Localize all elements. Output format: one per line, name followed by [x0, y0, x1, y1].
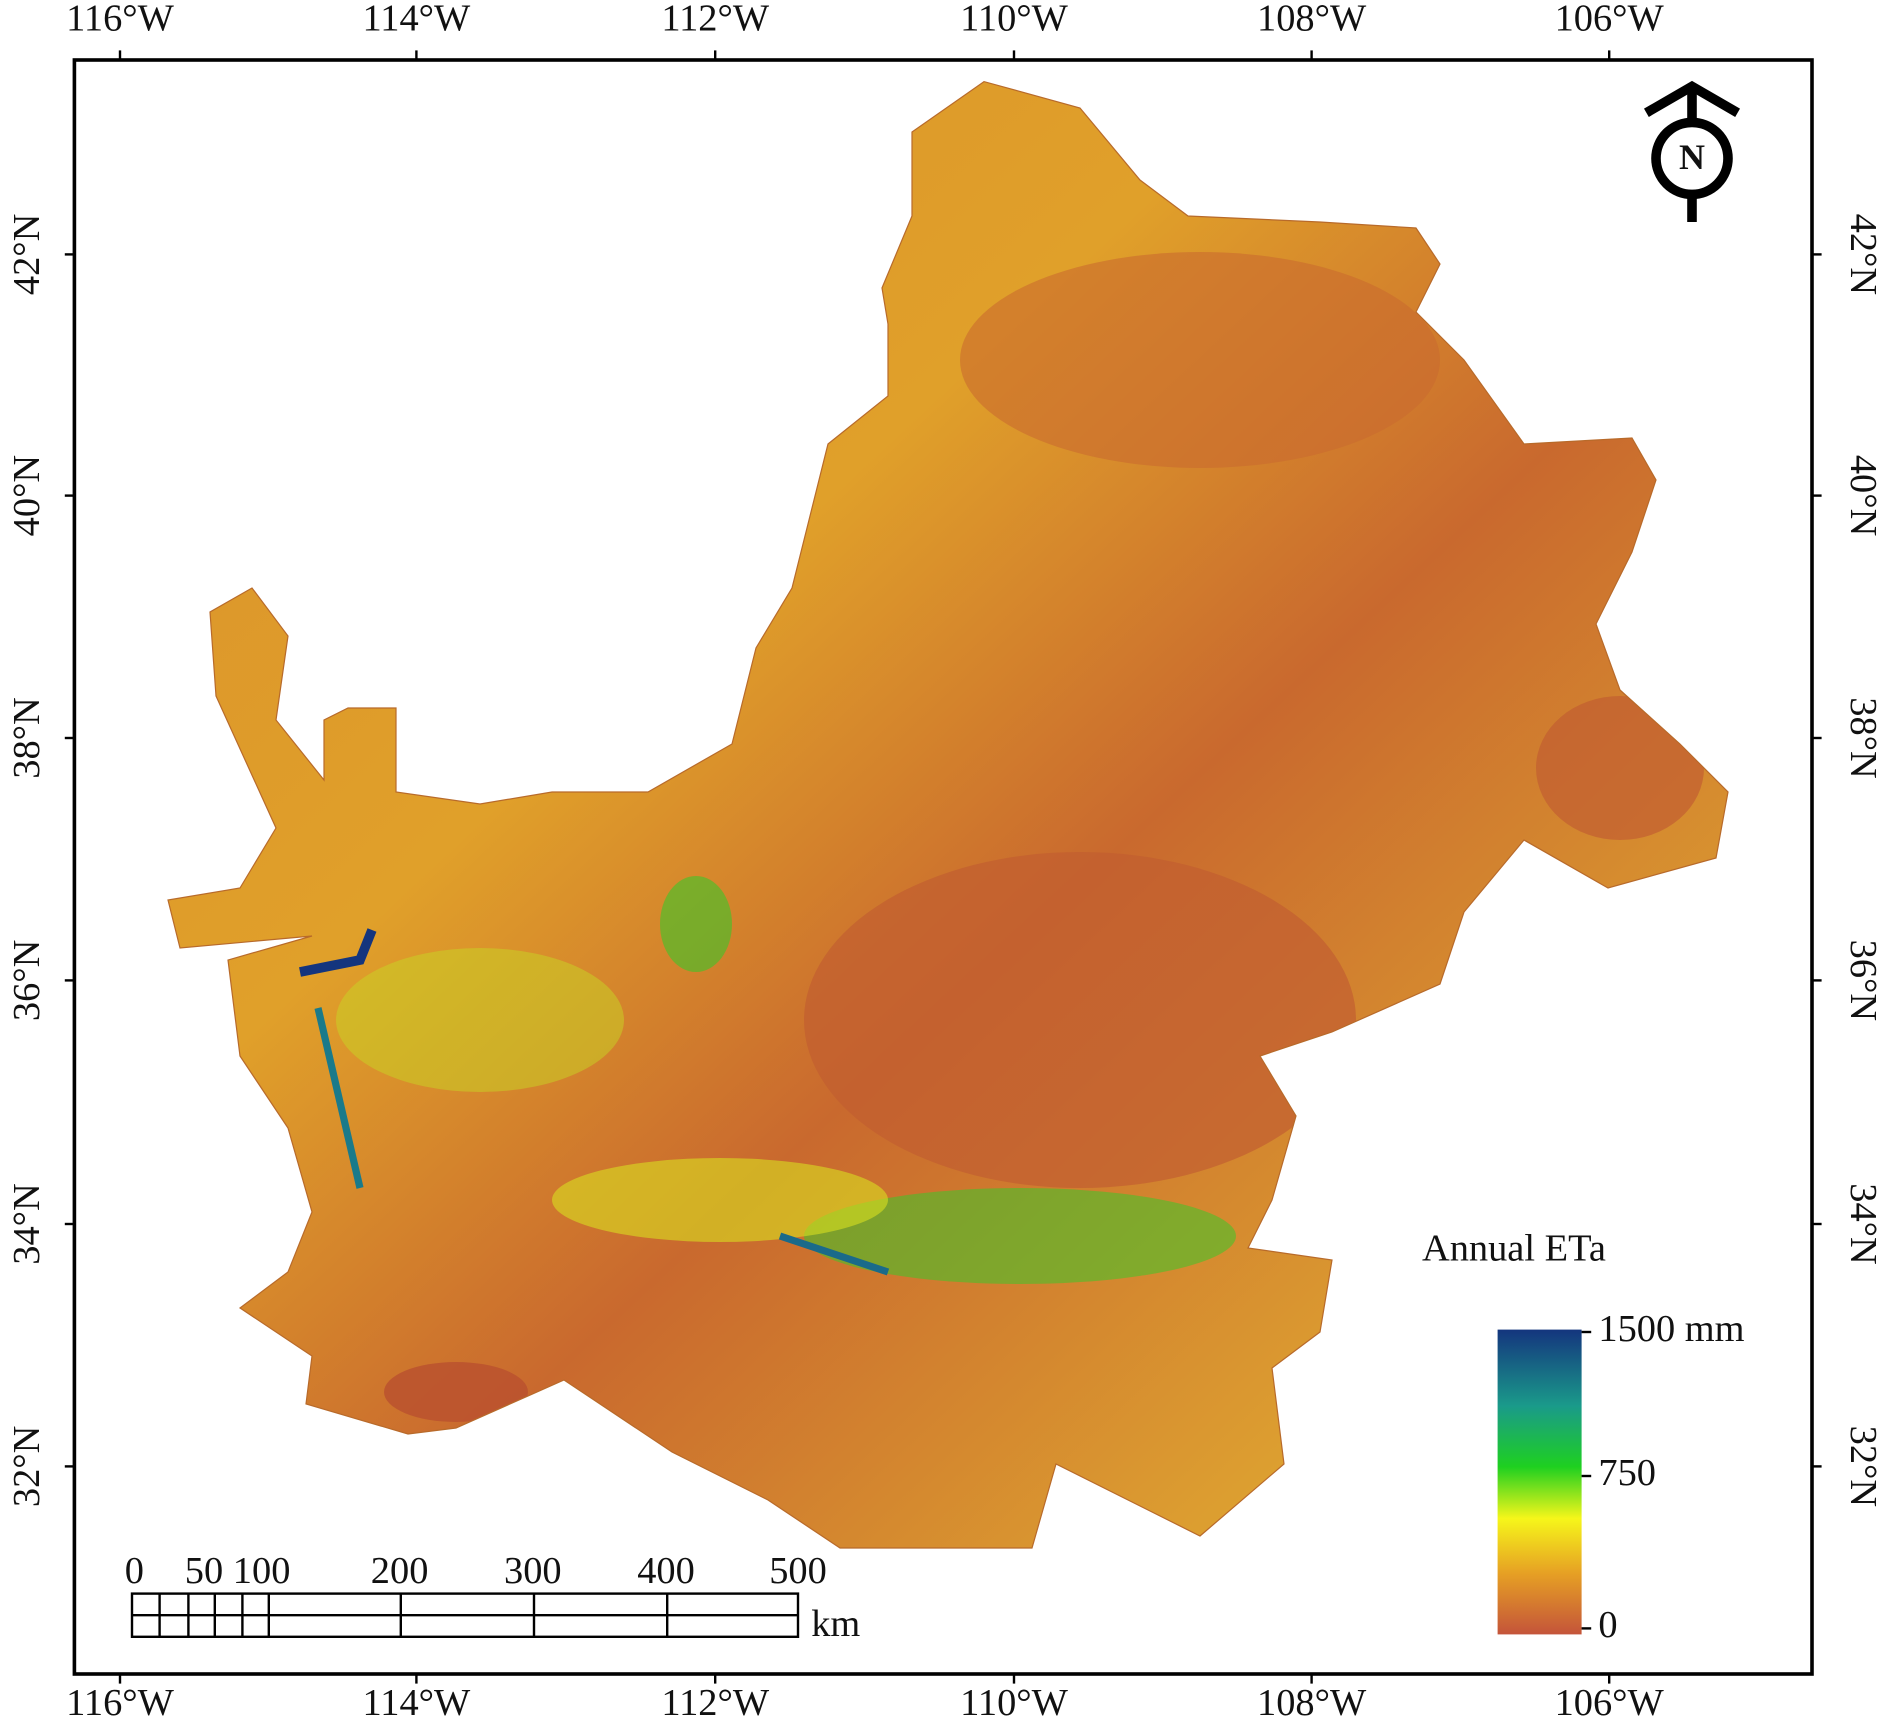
lat-label-right: 38°N [1842, 697, 1882, 778]
lat-label-right: 34°N [1842, 1183, 1882, 1264]
lon-label-bottom: 114°W [363, 1682, 472, 1724]
lat-label-left: 34°N [6, 1183, 48, 1264]
scale-label: 0 [125, 1550, 144, 1592]
lon-label-top: 108°W [1257, 0, 1367, 39]
lat-label-right: 40°N [1842, 455, 1882, 536]
lon-label-top: 110°W [960, 0, 1069, 39]
legend-label: 0 [1598, 1604, 1617, 1646]
scale-label: 300 [504, 1550, 562, 1592]
lon-label-bottom: 110°W [960, 1682, 1069, 1724]
lat-label-left: 36°N [6, 940, 48, 1021]
legend-label: 750 [1598, 1452, 1656, 1494]
scale-label: 50 [185, 1550, 223, 1592]
scale-bar [130, 1592, 800, 1639]
lat-label-right: 42°N [1842, 214, 1882, 295]
lat-label-left: 38°N [6, 697, 48, 778]
scale-unit: km [811, 1603, 860, 1645]
lat-label-right: 36°N [1842, 940, 1882, 1021]
lon-label-top: 112°W [661, 0, 770, 39]
north-arrow: N [1643, 80, 1741, 223]
scale-label: 500 [769, 1550, 827, 1592]
map-layer: N Annual ETa 116°W 116°W 114°W 114°W 112°W 11… [6, 0, 1882, 1724]
lat-label-left: 42°N [6, 214, 48, 295]
lon-label-top: 114°W [363, 0, 472, 39]
lon-label-bottom: 112°W [661, 1682, 770, 1724]
lon-label-top: 106°W [1555, 0, 1665, 39]
scale-label: 200 [371, 1550, 429, 1592]
lon-label-bottom: 108°W [1257, 1682, 1367, 1724]
legend-title: Annual ETa [1422, 1227, 1606, 1269]
scale-label: 400 [637, 1550, 695, 1592]
scale-label: 100 [233, 1550, 291, 1592]
lat-label-left: 40°N [6, 455, 48, 536]
map-frame [72, 58, 1814, 1676]
legend: Annual ETa [1422, 1227, 1606, 1635]
color-ramp [1497, 1329, 1582, 1635]
north-label: N [1679, 137, 1705, 177]
legend-label: 1500 mm [1598, 1308, 1744, 1350]
lat-label-right: 32°N [1842, 1426, 1882, 1507]
lon-label-bottom: 106°W [1555, 1682, 1665, 1724]
lat-label-left: 32°N [6, 1426, 48, 1507]
lon-label-top: 116°W [66, 0, 175, 39]
lon-label-bottom: 116°W [66, 1682, 175, 1724]
